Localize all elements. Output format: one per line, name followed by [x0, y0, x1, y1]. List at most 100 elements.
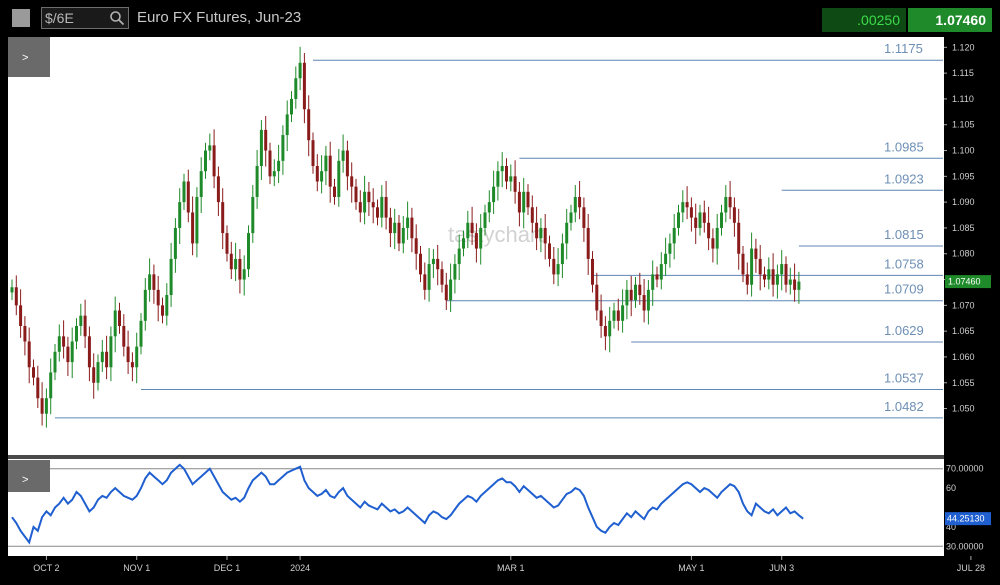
candle-body	[242, 269, 246, 280]
candle-body	[728, 196, 732, 208]
candle-body	[780, 264, 784, 275]
rsi-panel[interactable]	[8, 459, 944, 556]
candle-body	[668, 243, 672, 254]
candle-body	[423, 274, 427, 290]
candle-body	[126, 346, 130, 363]
search-icon[interactable]	[109, 10, 125, 26]
chart-area[interactable]: 1.1175 1.0985 1.0923 1.0815 1.0758 1.0709 1.06…	[0, 36, 1000, 585]
price-tick-label: 1.120	[952, 42, 975, 52]
menu-button[interactable]	[12, 9, 30, 27]
candle-body	[621, 305, 625, 321]
rsi-current-marker	[945, 512, 991, 526]
rsi-axis: 70.00000 60 40 30.00000	[946, 464, 984, 552]
candle-body	[797, 281, 801, 290]
candle-body	[586, 227, 590, 259]
candle-body	[681, 202, 685, 213]
candle-body	[83, 315, 87, 337]
candle-body	[397, 222, 401, 244]
candle-body	[565, 222, 569, 244]
candle-body	[161, 305, 164, 316]
candle-body	[492, 186, 496, 203]
candle-body	[105, 351, 109, 368]
symbol-search[interactable]	[41, 7, 129, 29]
candle-body	[130, 362, 134, 368]
rsi-panel-toggle[interactable]	[8, 460, 50, 492]
level-label: 1.0537	[884, 370, 924, 385]
time-tick-label: DEC 1	[214, 563, 241, 573]
candle-body	[625, 289, 629, 306]
price-tick-label: 1.110	[952, 94, 974, 104]
candle-body	[612, 310, 616, 321]
candle-body	[784, 264, 788, 285]
price-panel-toggle[interactable]	[8, 37, 50, 77]
candle-body	[212, 145, 216, 177]
candle-body	[204, 150, 207, 172]
panel-divider[interactable]	[8, 455, 944, 459]
candle-body	[363, 191, 367, 213]
candle-body	[302, 62, 306, 110]
price-tick-label: 1.050	[952, 404, 975, 414]
candle-body	[87, 336, 91, 368]
candle-body	[513, 176, 517, 192]
time-tick-label: JUL 28	[957, 563, 985, 573]
candle-body	[775, 274, 779, 285]
candle-body	[277, 160, 281, 172]
candle-body	[27, 341, 31, 368]
current-price-label: 1.07460	[948, 277, 981, 287]
candle-body	[560, 243, 564, 265]
candle-body	[539, 227, 543, 239]
candle-body	[496, 171, 500, 187]
candle-body	[466, 222, 470, 239]
candle-body	[44, 398, 48, 414]
candle-body	[702, 212, 706, 223]
candle-body	[664, 253, 668, 265]
rsi-bands	[8, 468, 943, 547]
candle-body	[591, 258, 594, 285]
candle-body	[758, 258, 762, 275]
candle-body	[208, 145, 212, 151]
candle-body	[406, 217, 410, 228]
candle-body	[509, 176, 513, 182]
rsi-tick-label: 40	[946, 522, 956, 532]
last-price: 1.07460	[908, 8, 992, 32]
candle-body	[689, 207, 693, 218]
candle-body	[298, 62, 302, 79]
time-tick-label: OCT 2	[33, 563, 59, 573]
candle-body	[767, 269, 771, 280]
candle-body	[376, 207, 379, 218]
symbol-input[interactable]	[45, 10, 105, 26]
candle-body	[556, 264, 560, 275]
price-levels: 1.1175 1.0985 1.0923 1.0815 1.0758 1.0709 1.06…	[55, 41, 943, 419]
candle-body	[169, 258, 173, 296]
candle-body	[350, 176, 354, 187]
candle-body	[75, 325, 78, 342]
candle-body	[410, 217, 414, 239]
candle-body	[341, 150, 345, 161]
candle-body	[793, 279, 797, 290]
candle-body	[479, 227, 483, 249]
candle-body	[324, 155, 328, 172]
candle-body	[165, 295, 169, 316]
candle-body	[79, 315, 83, 326]
candle-body	[118, 310, 121, 326]
candle-body	[724, 196, 728, 213]
candle-body	[754, 248, 758, 259]
candle-body	[462, 238, 465, 249]
candle-body	[603, 325, 607, 337]
candle-body	[19, 305, 23, 326]
candle-body	[582, 207, 586, 228]
price-marker: 1.07460	[945, 275, 991, 289]
candle-body	[646, 289, 650, 311]
candle-body	[358, 202, 362, 213]
candle-body	[500, 166, 504, 172]
candle-body	[487, 202, 491, 213]
candle-body	[440, 269, 444, 285]
candle-body	[367, 191, 371, 203]
candle-body	[599, 310, 603, 326]
candle-body	[268, 150, 272, 177]
candle-body	[393, 222, 397, 234]
candle-body	[62, 336, 66, 347]
candle-body	[345, 150, 349, 177]
candle-body	[427, 264, 431, 290]
candle-body	[371, 202, 375, 208]
